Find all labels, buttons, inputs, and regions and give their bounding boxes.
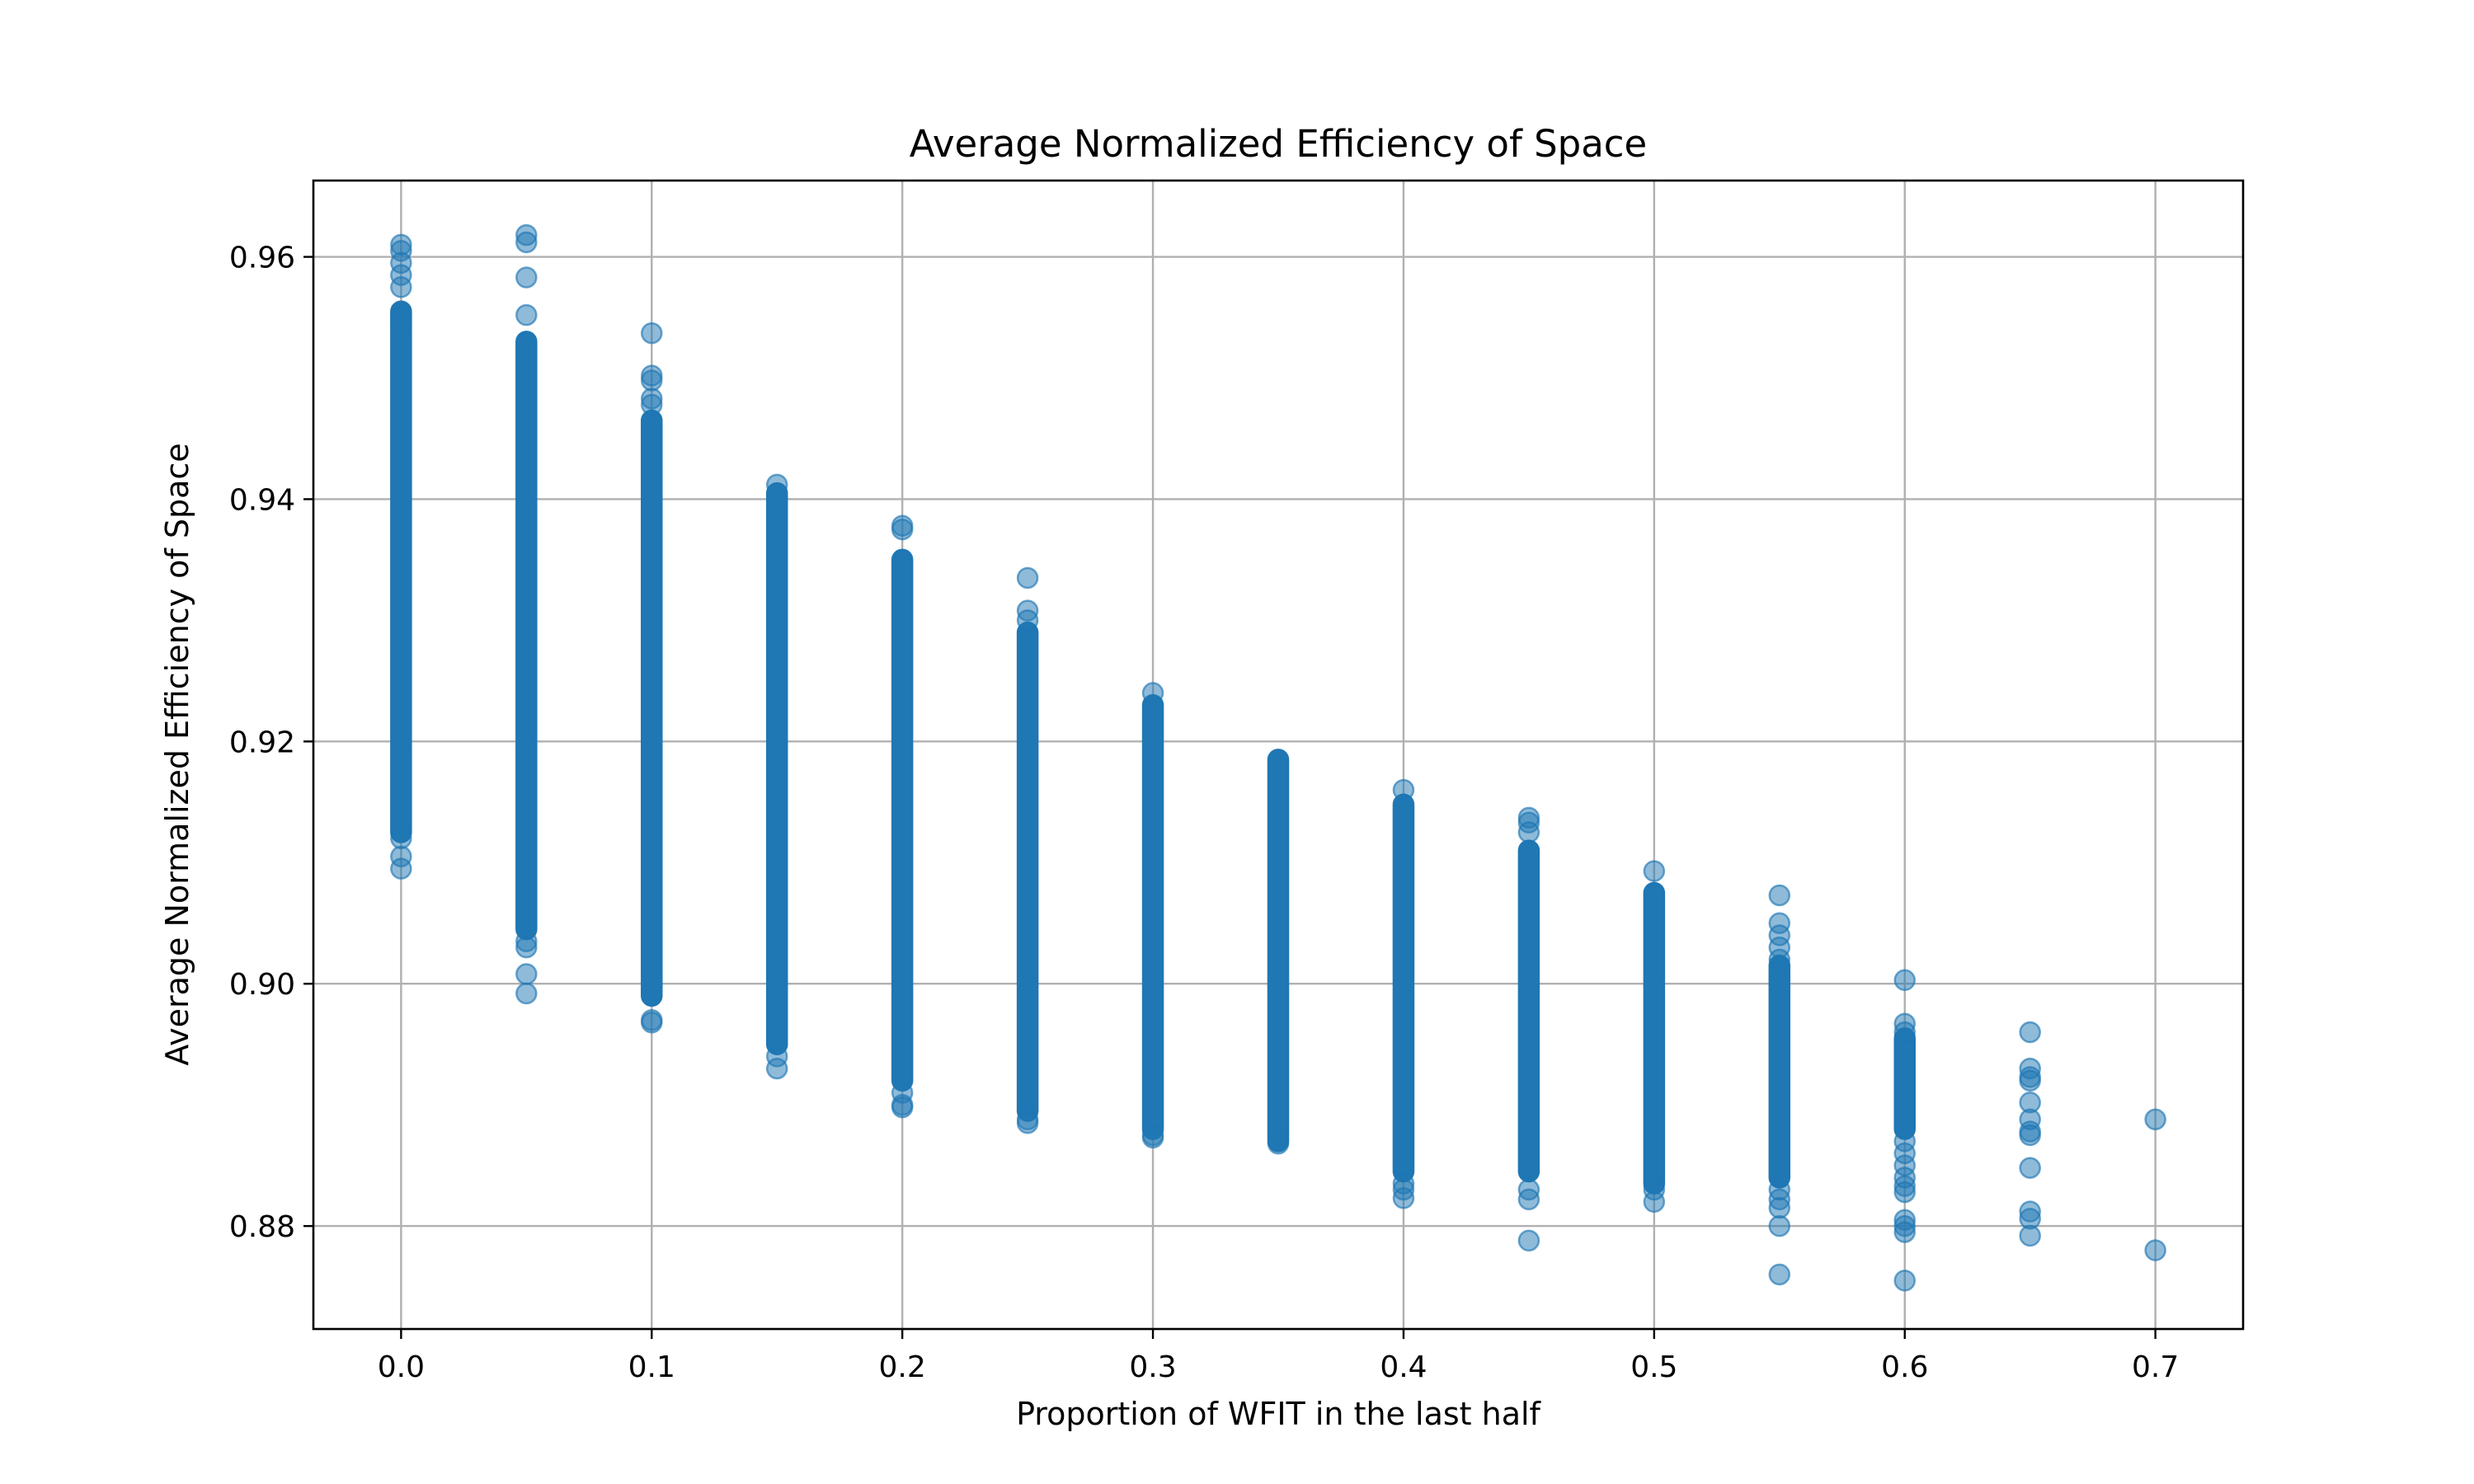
y-tick-label: 0.92 (229, 726, 295, 759)
data-point (2144, 1108, 2166, 1131)
data-point (1016, 609, 1039, 632)
data-point (1768, 948, 1791, 971)
data-point (1267, 1132, 1290, 1155)
data-point (1768, 884, 1791, 907)
x-tick-label: 0.7 (2132, 1350, 2179, 1384)
data-point (641, 393, 663, 416)
data-point (1517, 1188, 1540, 1211)
data-point (515, 963, 538, 985)
data-point (390, 827, 412, 850)
data-point-cluster (1643, 881, 1666, 1195)
x-tick-label: 0.0 (378, 1350, 425, 1384)
data-point (2144, 1239, 2166, 1261)
data-point (515, 266, 538, 289)
data-point (1392, 778, 1415, 801)
data-point (390, 276, 412, 298)
y-tick-label: 0.88 (229, 1210, 295, 1244)
data-point-cluster (1392, 793, 1415, 1183)
data-point-cluster (765, 481, 788, 1055)
y-tick-label: 0.90 (229, 968, 295, 1002)
data-point (2019, 1224, 2041, 1247)
data-point (1392, 1187, 1415, 1209)
data-points (390, 223, 2166, 1292)
y-tick-label: 0.94 (229, 483, 295, 517)
data-point-cluster (1517, 839, 1540, 1183)
x-tick-label: 0.3 (1129, 1350, 1176, 1384)
data-point (641, 322, 663, 345)
data-point-cluster (1016, 621, 1039, 1122)
data-point (390, 312, 412, 335)
x-tick-label: 0.2 (879, 1350, 926, 1384)
data-point (1517, 821, 1540, 843)
data-point (641, 1011, 663, 1034)
data-point (891, 518, 914, 541)
data-point (2019, 1069, 2041, 1092)
data-point (765, 473, 788, 496)
data-point-cluster (515, 331, 538, 941)
x-tick-label: 0.6 (1881, 1350, 1928, 1384)
data-point (2019, 1021, 2041, 1044)
x-axis-label: Proportion of WFIT in the last half (1016, 1396, 1541, 1432)
data-point (1893, 1021, 1916, 1044)
data-point (515, 982, 538, 1005)
data-point (1893, 1181, 1916, 1204)
axis-ticks: 0.0 0.1 0.2 0.3 0.4 0.5 0.6 0.7 0.88 0.90 0.92 0.94… (229, 242, 2179, 1384)
data-point (515, 303, 538, 326)
x-tick-label: 0.1 (628, 1350, 675, 1384)
y-tick-label: 0.96 (229, 242, 295, 275)
data-point (1893, 969, 1916, 992)
data-point (1141, 682, 1164, 704)
data-point (1893, 1269, 1916, 1292)
data-point-cluster (891, 548, 914, 1092)
x-tick-label: 0.5 (1630, 1350, 1677, 1384)
chart-title: Average Normalized Efficiency of Space (910, 122, 1647, 166)
data-point-cluster (1141, 694, 1164, 1140)
data-point (1768, 1214, 1791, 1237)
y-axis-label: Average Normalized Efficiency of Space (159, 443, 195, 1065)
data-point (1016, 566, 1039, 589)
data-point-cluster (1893, 1027, 1916, 1140)
data-point (1768, 1263, 1791, 1286)
data-point (515, 936, 538, 959)
data-point (1016, 1111, 1039, 1134)
data-point (515, 231, 538, 254)
plot-frame (312, 179, 2245, 1331)
x-tick-label: 0.4 (1380, 1350, 1427, 1384)
data-point (891, 1096, 914, 1119)
data-point (765, 1057, 788, 1080)
data-point-cluster (1768, 954, 1791, 1189)
data-point (1768, 1196, 1791, 1219)
data-point (2019, 1157, 2041, 1179)
data-point-cluster (1267, 749, 1290, 1153)
data-point (641, 369, 663, 392)
data-point (1517, 1229, 1540, 1252)
data-point-cluster (390, 300, 412, 843)
data-point (1893, 1221, 1916, 1243)
data-point (390, 857, 412, 880)
data-point (2019, 1124, 2041, 1147)
data-point (1141, 1126, 1164, 1149)
data-point (1643, 1190, 1666, 1213)
data-point-cluster (641, 409, 663, 1007)
data-point (1643, 860, 1666, 882)
